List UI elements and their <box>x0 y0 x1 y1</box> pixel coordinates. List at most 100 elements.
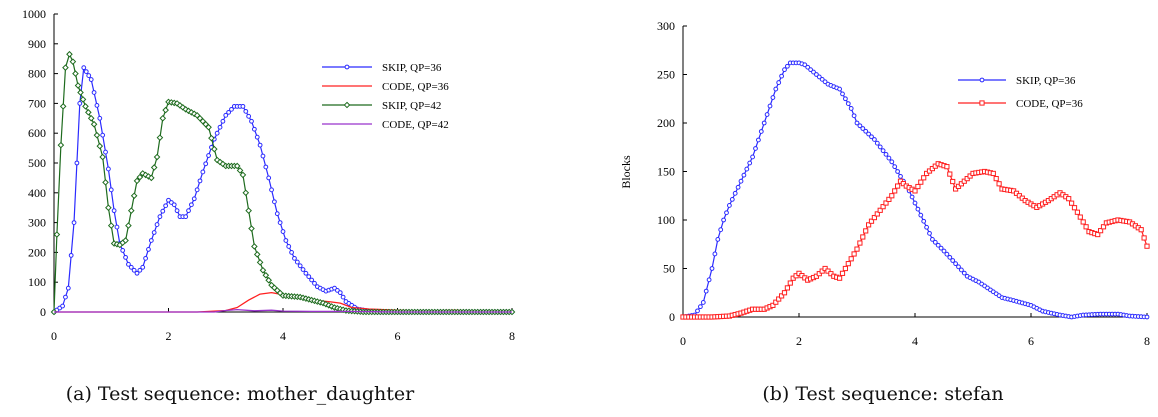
a-series-0-point-12 <box>86 73 92 78</box>
b-legend-0-point-legend <box>979 77 985 83</box>
b-series-1-point-36 <box>784 285 790 291</box>
b-series-1-point-54 <box>837 275 843 281</box>
a-series-0-point-81 <box>283 238 289 243</box>
b-series-1-point-145 <box>1100 224 1107 230</box>
a-series-0-point-66 <box>240 103 246 109</box>
b-y-tick-label-6: 300 <box>657 19 675 33</box>
b-series-0-point-25 <box>753 146 758 151</box>
a-series-0-line <box>53 67 512 313</box>
a-series-2-point-4 <box>62 64 69 71</box>
b-series-1-point-60 <box>854 246 860 252</box>
a-series-2-point-25 <box>122 237 129 244</box>
b-series-0-point-58 <box>848 106 854 111</box>
b-series-1-point-73 <box>892 188 898 194</box>
a-series-0-point-6 <box>68 252 74 258</box>
b-series-0-point-75 <box>898 173 903 179</box>
b-series-0-point-80 <box>912 200 918 206</box>
a-series-2-point-13 <box>87 114 95 122</box>
b-series-0-point-46 <box>814 72 819 77</box>
a-series-0-point-80 <box>280 229 286 234</box>
b-series-0-point-83 <box>921 218 927 224</box>
b-series-1-point-31 <box>770 302 776 308</box>
a-series-2-point-38 <box>159 114 167 122</box>
a-series-0-point-11 <box>83 69 89 75</box>
a-series-2-point-70 <box>251 243 258 250</box>
a-series-2 <box>50 50 516 316</box>
a-series-2-point-37 <box>156 134 164 141</box>
b-series-0-point-73 <box>892 164 898 170</box>
a-series-0-point-87 <box>300 267 306 272</box>
a-y-tick-label-9: 900 <box>28 37 46 51</box>
b-series-1 <box>680 161 1150 320</box>
b-series-0-point-70 <box>883 151 889 157</box>
b-series-0-point-61 <box>857 123 863 129</box>
b-series-1-point-67 <box>874 211 880 217</box>
a-series-0-point-4 <box>63 294 68 300</box>
b-series-0-point-63 <box>863 128 869 134</box>
a-series-0-point-50 <box>194 187 200 193</box>
a-series-0-point-79 <box>277 220 283 226</box>
a-series-2-point-10 <box>79 96 87 103</box>
b-series-1-point-134 <box>1069 200 1075 206</box>
a-series-0-point-75 <box>266 175 272 181</box>
a-series-0-point-89 <box>306 274 312 280</box>
a-series-0-point-69 <box>249 118 254 124</box>
b-series-1-point-144 <box>1098 228 1104 234</box>
a-series-2-point-16 <box>96 142 104 150</box>
a-series-2-point-49 <box>190 110 198 118</box>
a-series-0-point-52 <box>200 169 206 175</box>
a-series-0-point-77 <box>272 199 277 205</box>
a-series-2-point-69 <box>248 225 255 232</box>
b-series-0-point-27 <box>758 129 764 134</box>
b-series-1-point-83 <box>921 175 927 181</box>
a-series-0-point-20 <box>108 187 114 193</box>
a-series-2-point-28 <box>130 192 138 200</box>
b-series-0-point-57 <box>845 101 851 106</box>
a-series-2-point-6 <box>69 58 77 65</box>
b-series-1-point-58 <box>848 256 854 262</box>
a-series-0-point-91 <box>312 280 317 286</box>
b-legend-item-1: CODE, QP=36 <box>958 98 1083 110</box>
a-series-2-point-64 <box>233 162 241 170</box>
a-series-0-point-36 <box>154 222 160 227</box>
b-series-0-point-13 <box>718 227 724 233</box>
b-series-1-point-57 <box>845 261 851 267</box>
b-series-0-point-66 <box>872 137 877 142</box>
b-series-1-point-80 <box>912 188 918 194</box>
b-series-0-point-35 <box>782 67 787 73</box>
a-series-0-point-53 <box>203 161 209 167</box>
b-series-1-point-93 <box>950 178 956 185</box>
b-legend-label-1: CODE, QP=36 <box>1016 98 1083 110</box>
a-series-0-point-100 <box>337 290 343 296</box>
a-y-tick-label-1: 100 <box>28 275 46 289</box>
b-series-0-point-84 <box>924 224 929 230</box>
b-series-0-point-15 <box>724 210 729 216</box>
b-series-1-point-82 <box>918 179 924 185</box>
a-series-0-point-58 <box>217 124 223 130</box>
a-legend-item-0: SKIP, QP=36 <box>322 62 442 74</box>
a-series-0-point-26 <box>126 261 131 267</box>
legend-a: SKIP, QP=36 CODE, QP=36 SKIP, QP=42 CODE, Q… <box>322 62 449 131</box>
b-series-0-point-11 <box>712 251 718 257</box>
b-series-0-point-87 <box>932 239 938 245</box>
b-series-0-point-44 <box>808 67 813 73</box>
a-series-0-point-43 <box>174 208 180 214</box>
b-series-0-point-85 <box>927 230 932 236</box>
b-series-0-point-97 <box>961 270 967 276</box>
a-series-0-point-90 <box>309 277 315 283</box>
a-series-0-point-101 <box>340 294 346 300</box>
b-series-0-point-69 <box>880 148 886 154</box>
b-series-0-point-32 <box>773 86 779 92</box>
b-series-1-point-160 <box>1144 243 1150 249</box>
b-series-0-point-86 <box>930 237 935 242</box>
a-series-0-point-37 <box>157 214 163 220</box>
b-series-1-point-92 <box>947 171 953 177</box>
a-legend-item-3: CODE, QP=42 <box>322 119 449 131</box>
b-legend-1-point-legend <box>979 100 985 106</box>
a-series-2-point-11 <box>82 103 89 110</box>
a-series-2-point-35 <box>150 164 158 171</box>
b-series-0-point-68 <box>877 144 883 150</box>
b-series-0-point-12 <box>715 237 721 242</box>
a-series-0-point-27 <box>128 264 134 270</box>
b-series-0-point-43 <box>805 64 811 70</box>
